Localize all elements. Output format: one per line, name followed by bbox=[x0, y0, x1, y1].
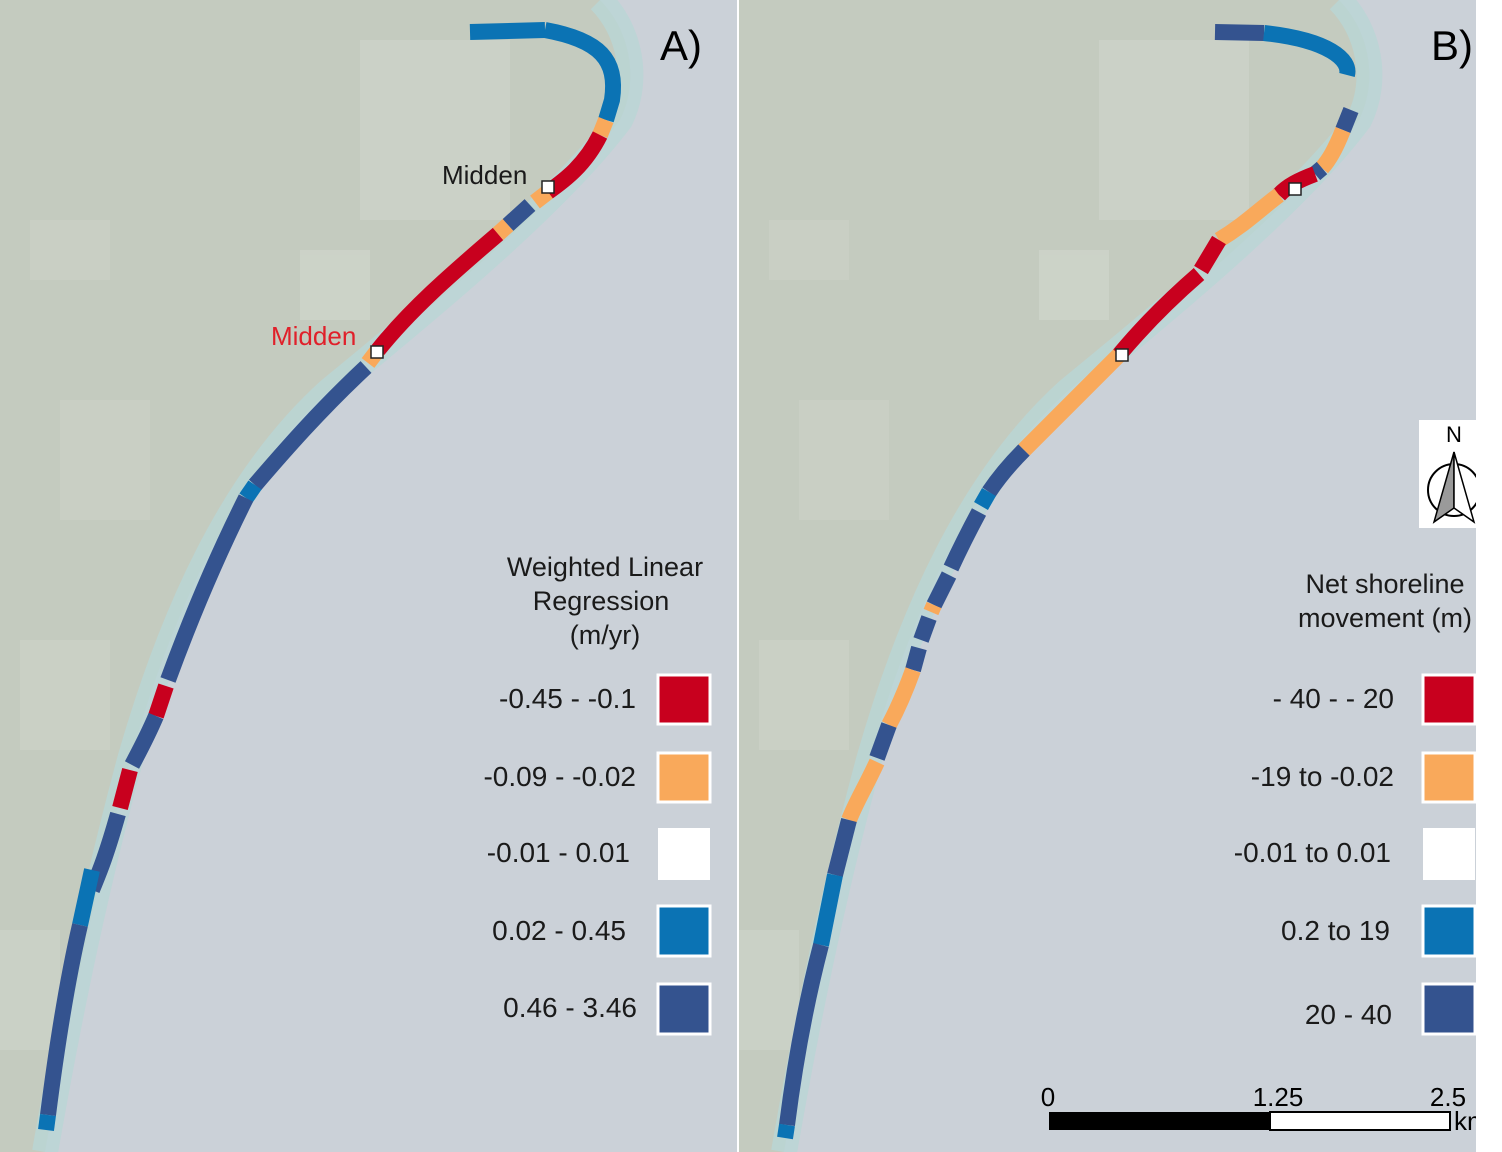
scale-tick-1: 1.25 bbox=[1253, 1082, 1304, 1112]
legend-a-swatch-5 bbox=[656, 982, 712, 1036]
scale-bar-white bbox=[1269, 1111, 1451, 1131]
legend-a-swatch-1 bbox=[656, 673, 712, 726]
legend-a-swatch-2 bbox=[656, 751, 712, 804]
map-a-svg: Midden Midden A) Weighted Linear Regress… bbox=[0, 0, 737, 1152]
midden-marker-1 bbox=[541, 180, 555, 194]
legend-a-title-line-1: Weighted Linear bbox=[507, 552, 703, 582]
legend-b-swatch-4 bbox=[1421, 904, 1476, 958]
panel-divider bbox=[737, 0, 739, 1152]
legend-a-class-label-3: -0.01 - 0.01 bbox=[487, 837, 630, 868]
midden-label-2: Midden bbox=[271, 321, 356, 351]
panel-label-b: B) bbox=[1431, 22, 1473, 69]
legend-b-swatch-5 bbox=[1421, 982, 1476, 1036]
legend-a-class-label-4: 0.02 - 0.45 bbox=[492, 915, 626, 946]
panel-label-a: A) bbox=[660, 22, 702, 69]
north-arrow-right-half bbox=[1453, 451, 1476, 524]
shoreline-segments-b bbox=[777, 24, 1359, 1140]
legend-a-class-label-1: -0.45 - -0.1 bbox=[499, 683, 636, 714]
midden-marker-2 bbox=[370, 345, 384, 359]
legend-a-swatch-3 bbox=[658, 828, 710, 880]
midden-marker-2 bbox=[1115, 348, 1129, 362]
scale-bar-black bbox=[1049, 1112, 1270, 1130]
coastal-shallows bbox=[32, 0, 644, 1152]
legend-a-class-label-2: -0.09 - -0.02 bbox=[483, 761, 636, 792]
shoreline-segments-a bbox=[38, 22, 621, 1132]
legend-b: Net shoreline movement (m) - 40 - - 20 -… bbox=[1234, 569, 1476, 1036]
north-arrow: N bbox=[1419, 420, 1476, 528]
legend-a: Weighted Linear Regression (m/yr) -0.45 … bbox=[483, 552, 712, 1036]
legend-a-title-line-3: (m/yr) bbox=[570, 620, 640, 650]
legend-b-title-line-2: movement (m) bbox=[1298, 603, 1472, 633]
legend-a-swatch-4 bbox=[656, 904, 712, 958]
legend-b-class-label-4: 0.2 to 19 bbox=[1281, 915, 1390, 946]
legend-b-class-label-2: -19 to -0.02 bbox=[1251, 761, 1394, 792]
legend-b-swatch-2 bbox=[1421, 751, 1476, 804]
scale-unit: km bbox=[1454, 1106, 1476, 1136]
map-panel-a: Midden Midden A) Weighted Linear Regress… bbox=[0, 0, 737, 1152]
legend-b-swatch-1 bbox=[1421, 673, 1476, 726]
legend-a-class-label-5: 0.46 - 3.46 bbox=[503, 992, 637, 1023]
legend-b-swatch-3 bbox=[1423, 828, 1475, 880]
land-texture bbox=[0, 40, 510, 1050]
land-texture bbox=[739, 40, 1249, 1050]
scale-bar: 0 1.25 2.5 km bbox=[1041, 1082, 1476, 1136]
legend-a-title-line-2: Regression bbox=[533, 586, 670, 616]
scale-tick-0: 0 bbox=[1041, 1082, 1055, 1112]
sea-area bbox=[784, 0, 1476, 1152]
midden-marker-1 bbox=[1288, 182, 1302, 196]
sea-area bbox=[45, 0, 737, 1152]
legend-b-class-label-3: -0.01 to 0.01 bbox=[1234, 837, 1391, 868]
legend-b-class-label-1: - 40 - - 20 bbox=[1273, 683, 1394, 714]
north-arrow-label: N bbox=[1446, 422, 1462, 447]
scale-tick-2: 2.5 bbox=[1430, 1082, 1466, 1112]
map-panel-b: B) N Net shoreline movement (m) - 40 - -… bbox=[739, 0, 1476, 1152]
midden-label-1: Midden bbox=[442, 160, 527, 190]
legend-b-class-label-5: 20 - 40 bbox=[1305, 999, 1392, 1030]
legend-b-title-line-1: Net shoreline bbox=[1305, 569, 1464, 599]
map-b-svg: B) N Net shoreline movement (m) - 40 - -… bbox=[739, 0, 1476, 1152]
